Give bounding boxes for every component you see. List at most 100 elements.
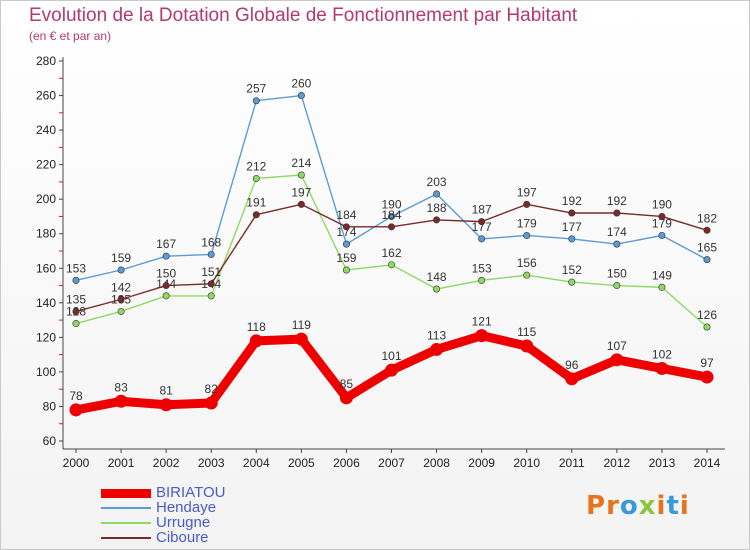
data-point	[433, 285, 441, 293]
data-point	[613, 209, 621, 217]
legend-swatch	[101, 537, 151, 539]
proxiti-logo: Proxiti	[586, 491, 690, 521]
data-point	[613, 240, 621, 248]
data-label: 152	[562, 263, 582, 277]
data-point	[523, 231, 531, 239]
data-label: 101	[381, 349, 401, 363]
data-point	[72, 307, 80, 315]
data-label: 159	[336, 251, 356, 265]
data-point	[478, 218, 486, 226]
chart-legend: BIRIATOU Hendaye Urrugne Ciboure	[101, 484, 261, 546]
data-label: 115	[517, 325, 536, 339]
legend-label: BIRIATOU	[156, 484, 226, 501]
data-point	[655, 361, 669, 375]
data-label: 81	[159, 384, 173, 398]
logo-letter: i	[679, 491, 690, 521]
data-point	[294, 332, 308, 346]
data-point	[207, 280, 215, 288]
data-point	[162, 282, 170, 290]
data-label: 168	[201, 235, 221, 249]
data-label: 197	[291, 185, 311, 199]
data-label: 179	[652, 216, 672, 230]
data-point	[387, 212, 395, 220]
data-point	[475, 329, 489, 343]
y-tick-label: 180	[36, 227, 56, 241]
data-point	[700, 370, 714, 384]
data-point	[207, 250, 215, 258]
data-label: 96	[565, 358, 579, 372]
legend-item: Ciboure	[101, 529, 261, 546]
data-point	[568, 278, 576, 286]
chart-subtitle: (en € et par an)	[29, 29, 112, 43]
data-point	[568, 209, 576, 217]
data-label: 212	[246, 159, 266, 173]
y-tick-label: 280	[36, 54, 56, 68]
data-label: 182	[697, 211, 717, 225]
data-label: 113	[427, 328, 446, 342]
data-point	[159, 398, 173, 412]
data-label: 190	[381, 197, 401, 211]
data-point	[69, 403, 83, 417]
data-label: 148	[427, 270, 447, 284]
data-point	[430, 342, 444, 356]
data-point	[249, 334, 263, 348]
data-point	[117, 266, 125, 274]
data-label: 165	[697, 241, 717, 255]
legend-label: Ciboure	[156, 529, 209, 546]
data-point	[478, 235, 486, 243]
data-label: 83	[114, 380, 128, 394]
data-point	[297, 200, 305, 208]
x-tick-label: 2008	[423, 456, 450, 470]
data-label: 82	[205, 382, 219, 396]
data-label: 177	[562, 220, 582, 234]
data-point	[72, 320, 80, 328]
data-label: 260	[291, 77, 311, 91]
data-label: 184	[336, 208, 356, 222]
data-point	[433, 216, 441, 224]
data-point	[342, 223, 350, 231]
data-point	[252, 97, 260, 105]
legend-swatch	[101, 507, 151, 509]
y-tick-label: 120	[36, 330, 56, 344]
data-point	[252, 174, 260, 182]
data-label: 121	[472, 315, 492, 329]
data-label: 188	[427, 201, 447, 215]
data-label: 174	[607, 225, 627, 239]
data-label: 119	[292, 318, 311, 332]
data-point	[565, 372, 579, 386]
data-point	[523, 200, 531, 208]
data-label: 159	[111, 251, 131, 265]
data-label: 135	[66, 292, 86, 306]
data-point	[297, 171, 305, 179]
legend-label: Urrugne	[156, 514, 211, 531]
x-tick-label: 2012	[604, 456, 631, 470]
data-label: 184	[381, 208, 401, 222]
logo-letter: r	[606, 491, 620, 521]
logo-letter: o	[619, 491, 639, 521]
data-point	[658, 212, 666, 220]
data-label: 167	[156, 237, 176, 251]
y-tick-label: 60	[43, 434, 57, 448]
data-label: 142	[111, 280, 131, 294]
y-tick-label: 140	[36, 296, 56, 310]
legend-item: Urrugne	[101, 514, 261, 531]
data-point	[297, 92, 305, 100]
data-label: 179	[517, 216, 537, 230]
data-label: 107	[607, 339, 627, 353]
data-point	[207, 292, 215, 300]
data-point	[433, 190, 441, 198]
data-point	[703, 226, 711, 234]
data-point	[162, 252, 170, 260]
x-tick-label: 2007	[378, 456, 405, 470]
data-label: 257	[246, 82, 266, 96]
x-tick-label: 2005	[288, 456, 315, 470]
data-point	[703, 323, 711, 331]
data-point	[703, 256, 711, 264]
data-point	[204, 396, 218, 410]
logo-letter: t	[666, 491, 680, 521]
data-point	[523, 271, 531, 279]
data-label: 149	[652, 268, 672, 282]
chart-title: Evolution de la Dotation Globale de Fonc…	[29, 5, 578, 26]
data-label: 78	[69, 389, 83, 403]
y-tick-label: 260	[36, 89, 56, 103]
